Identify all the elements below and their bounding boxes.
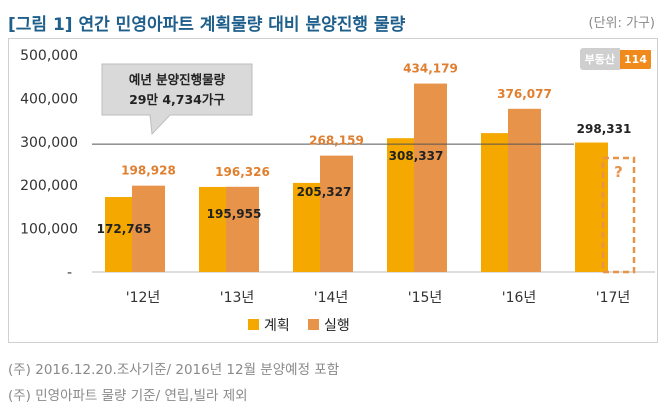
brand-logo: 부동산 114: [579, 48, 651, 70]
page-title: [그림 1] 연간 민영아파트 계획물량 대비 분양진행 물량: [8, 15, 406, 35]
data-label-actual: 268,159: [309, 134, 364, 148]
x-tick-label: '12년: [126, 290, 161, 306]
y-tick-label: 500,000: [20, 48, 78, 64]
legend-label-plan: 계획: [264, 318, 290, 334]
logo-badge: 114: [620, 49, 651, 69]
bar-actual: [508, 108, 541, 272]
data-label-plan: 308,337: [389, 149, 444, 163]
data-label-plan: 172,765: [97, 222, 152, 236]
data-label-actual: 198,928: [121, 164, 176, 178]
logo-text: 부동산: [579, 48, 621, 70]
bar-actual: [132, 185, 165, 272]
data-label-plan: 298,331: [577, 122, 632, 136]
data-label-actual: 434,179: [403, 62, 458, 76]
y-tick-label: -: [67, 265, 72, 281]
y-tick-label: 100,000: [20, 222, 78, 238]
legend-label-actual: 실행: [324, 318, 350, 334]
bar-chart: 500,000 400,000 300,000 200,000 100,000 - '12년…: [20, 48, 655, 334]
y-tick-label: 200,000: [20, 178, 78, 194]
data-label-actual: 196,326: [215, 165, 270, 179]
y-tick-label: 300,000: [20, 135, 78, 151]
footnote-1: (주) 2016.12.20.조사기준/ 2016년 12월 분양예정 포함: [8, 362, 340, 378]
data-label-actual: 376,077: [497, 87, 552, 101]
x-tick-label: '16년: [502, 290, 537, 306]
data-label-plan: 205,327: [297, 185, 352, 199]
bar-actual: [320, 155, 353, 272]
x-tick-label: '15년: [408, 290, 443, 306]
y-tick-label: 400,000: [20, 91, 78, 107]
unknown-marker: ?: [614, 163, 623, 181]
x-tick-label: '17년: [596, 290, 631, 306]
legend-swatch-plan: [248, 319, 259, 330]
bar-actual: [414, 83, 447, 272]
callout-line-1: 예년 분양진행물량: [129, 72, 226, 87]
footnote-2: (주) 민영아파트 물량 기준/ 연립,빌라 제외: [8, 388, 248, 404]
placeholder-box: [601, 156, 636, 274]
x-tick-label: '14년: [314, 290, 349, 306]
callout-bubble: [101, 63, 253, 136]
callout-line-2: 29만 4,734가구: [129, 92, 225, 107]
bar-actual: [226, 186, 259, 272]
unit-label: (단위: 가구): [588, 16, 656, 31]
data-label-plan: 195,955: [207, 207, 262, 221]
legend-swatch-actual: [308, 319, 319, 330]
x-tick-label: '13년: [220, 290, 255, 306]
